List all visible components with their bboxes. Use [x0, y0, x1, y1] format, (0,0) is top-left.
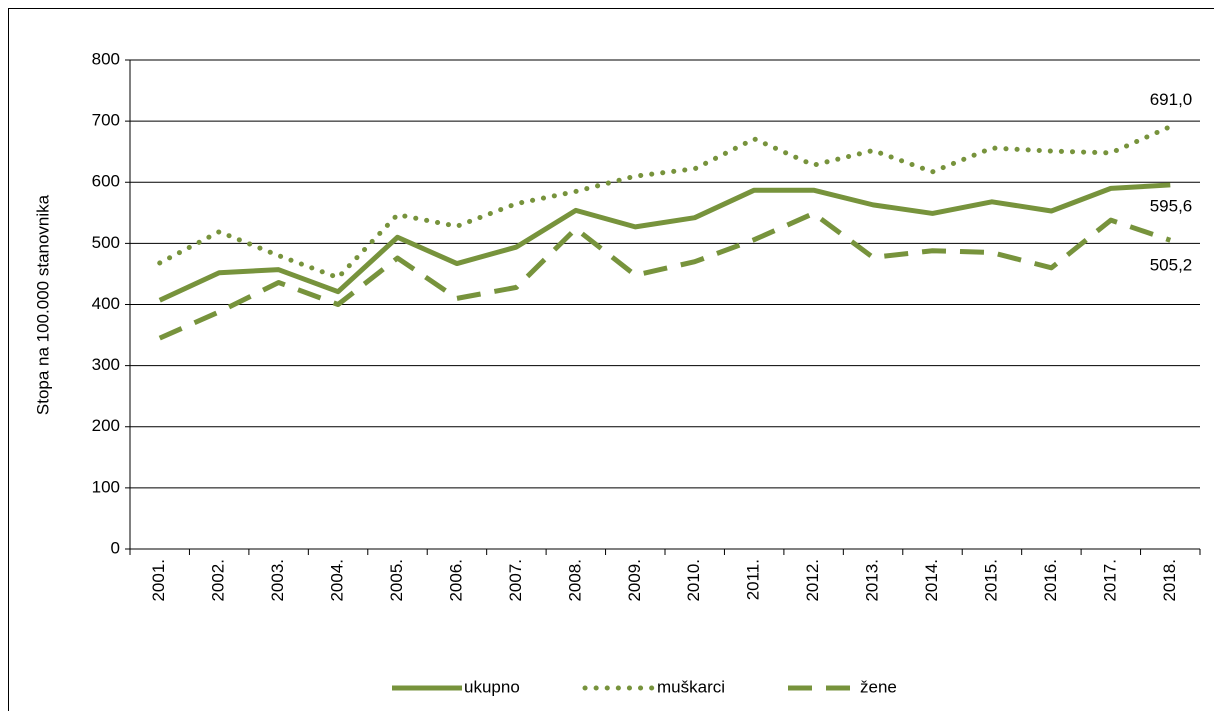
data-label: 505,2 — [1150, 256, 1193, 275]
y-tick-label: 500 — [92, 233, 120, 252]
line-series — [158, 210, 1172, 341]
y-tick-label: 600 — [92, 172, 120, 191]
x-tick-label: 2009. — [625, 559, 644, 602]
y-tick-label: 700 — [92, 111, 120, 130]
x-tick-label: 2010. — [684, 559, 703, 602]
y-tick-label: 0 — [111, 538, 120, 557]
x-tick-label: 2008. — [565, 559, 584, 602]
x-tick-label: 2003. — [268, 559, 287, 602]
x-tick-label: 2015. — [981, 559, 1000, 602]
legend-label: ukupno — [464, 677, 520, 696]
x-tick-label: 2016. — [1041, 559, 1060, 602]
x-tick-label: 2004. — [328, 559, 347, 602]
x-tick-label: 2005. — [387, 559, 406, 602]
x-tick-label: 2017. — [1100, 559, 1119, 602]
frame — [8, 8, 1214, 711]
y-tick-label: 200 — [92, 416, 120, 435]
x-tick-label: 2018. — [1160, 559, 1179, 602]
x-tick-label: 2012. — [803, 559, 822, 602]
y-tick-label: 400 — [92, 294, 120, 313]
y-tick-label: 800 — [92, 49, 120, 68]
line-series — [158, 182, 1171, 303]
legend-label: žene — [860, 677, 897, 696]
x-tick-label: 2002. — [209, 559, 228, 602]
x-tick-label: 2007. — [506, 559, 525, 602]
line-series — [157, 124, 1173, 281]
legend-label: muškarci — [657, 677, 725, 696]
x-tick-label: 2013. — [863, 559, 882, 602]
x-tick-label: 2001. — [149, 559, 168, 602]
x-tick-label: 2014. — [922, 559, 941, 602]
x-tick-label: 2006. — [446, 559, 465, 602]
data-label: 595,6 — [1150, 196, 1193, 215]
y-tick-label: 100 — [92, 477, 120, 496]
y-axis-label: Stopa na 100.000 stanovnika — [33, 194, 52, 415]
y-tick-label: 300 — [92, 355, 120, 374]
data-label: 691,0 — [1150, 90, 1193, 109]
x-tick-label: 2011. — [744, 559, 763, 600]
